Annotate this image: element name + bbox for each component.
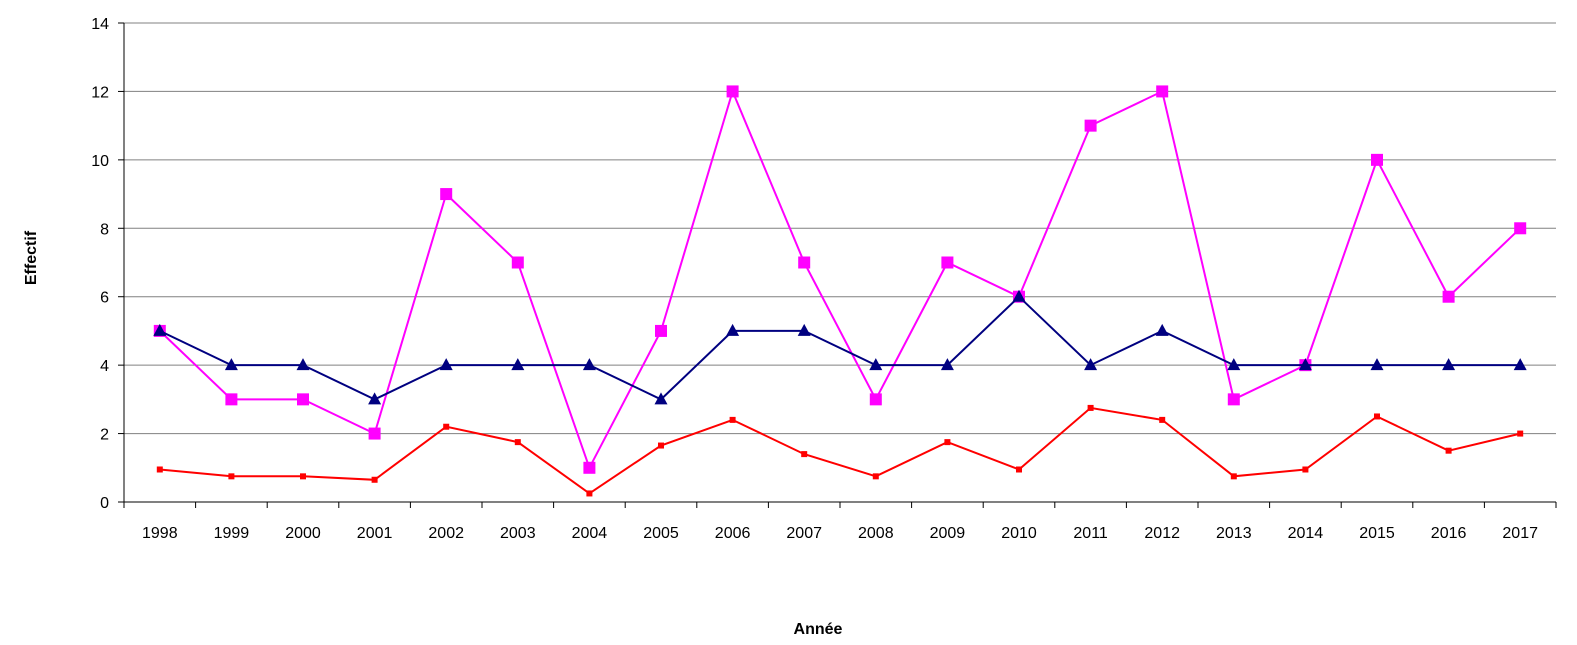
data-point-triangle: [1155, 323, 1169, 336]
x-tick-label: 2016: [1431, 525, 1467, 542]
data-point: [658, 442, 664, 449]
data-point: [514, 439, 521, 446]
data-point: [944, 439, 951, 446]
data-point-square: [583, 461, 596, 474]
y-tick-label: 10: [91, 153, 109, 170]
data-point: [586, 490, 593, 497]
x-tick-label: 2003: [500, 525, 536, 542]
data-point-triangle: [224, 358, 238, 371]
data-point-square: [798, 256, 811, 269]
data-point-triangle: [1012, 289, 1026, 302]
series-line: [159, 295, 1521, 401]
data-point-triangle: [1513, 358, 1527, 371]
data-point-square: [440, 188, 453, 201]
data-point: [729, 416, 736, 423]
x-axis-title: Année: [794, 621, 843, 638]
data-point-square: [1514, 222, 1527, 235]
gridlines: [124, 22, 1556, 435]
y-tick-label: 12: [91, 84, 109, 101]
x-tick-label: 2012: [1144, 525, 1180, 542]
data-point-triangle: [1298, 358, 1312, 371]
data-point: [1016, 466, 1022, 473]
y-tick-label: 0: [100, 495, 109, 512]
x-tick-label: 2009: [930, 525, 966, 542]
data-point: [1159, 416, 1166, 423]
data-point-triangle: [1370, 358, 1384, 371]
x-tick-label: 2005: [643, 525, 679, 542]
x-tick-label: 2002: [428, 525, 464, 542]
data-point-square: [225, 393, 238, 406]
data-point-triangle: [368, 392, 382, 405]
data-point-square: [368, 427, 381, 440]
data-point-square: [1371, 153, 1383, 166]
data-point-triangle: [726, 323, 740, 336]
data-point-triangle: [439, 358, 453, 371]
x-tick-label: 2013: [1216, 525, 1252, 542]
y-axis-title: Effectif: [23, 230, 40, 285]
series-line: [159, 88, 1521, 471]
data-point: [156, 466, 163, 473]
data-point-square: [1442, 290, 1455, 303]
data-point-triangle: [296, 358, 310, 371]
data-point: [1230, 473, 1237, 480]
x-tick-label: 2017: [1502, 525, 1538, 542]
x-tick-label: 2008: [858, 525, 894, 542]
data-point-triangle: [869, 358, 883, 371]
y-tick-label: 6: [100, 290, 109, 307]
data-point: [801, 451, 808, 458]
x-tick-label: 1998: [142, 525, 178, 542]
y-axis-ticks: 0 2 4 6 8 10 12 14: [91, 16, 124, 512]
series-2: [156, 404, 1524, 497]
data-point: [443, 423, 450, 430]
y-tick-label: 8: [100, 221, 109, 238]
data-point-square: [1084, 119, 1097, 132]
data-point-square: [511, 256, 524, 269]
data-point-square: [655, 324, 667, 337]
x-tick-label: 2014: [1288, 525, 1324, 542]
x-axis-ticks: 1998 1999 2000 2001 2002 2003 2004 2005 2006 2007…: [123, 502, 1557, 542]
x-tick-label: 2001: [357, 525, 393, 542]
data-point-square: [869, 393, 882, 406]
data-point-triangle: [511, 358, 525, 371]
data-point: [228, 473, 235, 480]
x-tick-label: 2007: [786, 525, 822, 542]
x-tick-label: 2000: [285, 525, 321, 542]
y-tick-label: 14: [91, 16, 109, 33]
data-point-triangle: [1084, 358, 1098, 371]
data-point: [1302, 466, 1309, 473]
series-1: [153, 289, 1527, 405]
data-point-triangle: [940, 358, 954, 371]
data-point-triangle: [1227, 358, 1241, 371]
data-point: [872, 473, 879, 480]
data-point-triangle: [153, 323, 167, 336]
data-point-square: [941, 256, 954, 269]
data-point-square: [297, 393, 309, 406]
data-point-square: [1156, 85, 1169, 98]
x-tick-label: 2010: [1001, 525, 1037, 542]
series-0: [153, 85, 1527, 474]
series-line: [159, 406, 1521, 495]
data-point-triangle: [1442, 358, 1456, 371]
data-point: [1087, 404, 1094, 411]
x-tick-label: 2011: [1073, 525, 1108, 542]
series-layer: [153, 85, 1527, 497]
x-tick-label: 2006: [715, 525, 751, 542]
data-point: [1517, 430, 1524, 437]
data-point-triangle: [582, 358, 596, 371]
x-tick-label: 2004: [572, 525, 608, 542]
x-tick-label: 2015: [1359, 525, 1395, 542]
data-point: [300, 473, 306, 480]
data-point: [1445, 447, 1452, 454]
y-tick-label: 2: [100, 427, 109, 444]
y-tick-label: 4: [100, 358, 109, 375]
data-point: [1374, 413, 1380, 420]
data-point-triangle: [654, 392, 668, 405]
data-point-square: [726, 85, 739, 98]
x-tick-label: 1999: [214, 525, 250, 542]
data-point-square: [1227, 393, 1240, 406]
data-point: [371, 476, 378, 483]
data-point-triangle: [797, 323, 811, 336]
